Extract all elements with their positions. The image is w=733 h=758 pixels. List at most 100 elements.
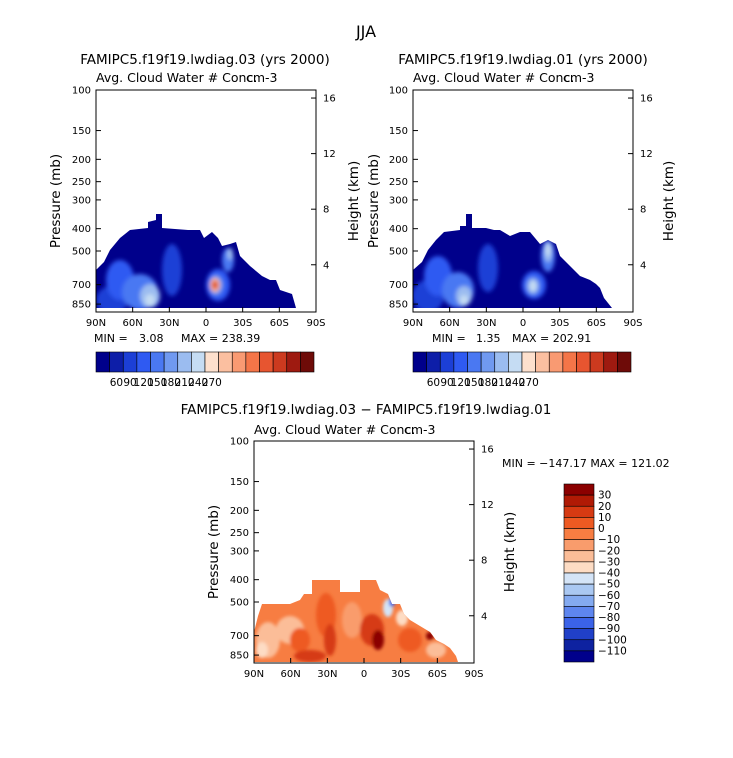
y-tick-label: 700 <box>230 631 249 642</box>
y-tick-label: 850 <box>389 300 408 311</box>
y-tick-label-right: 16 <box>323 94 336 105</box>
max-label: MAX = 238.39 <box>181 332 260 345</box>
colorbar-box <box>204 351 219 373</box>
colorbar-box <box>191 351 206 373</box>
colorbar-label: −100 <box>598 634 627 646</box>
colorbar-box <box>563 539 595 552</box>
y-tick-label: 100 <box>389 86 408 97</box>
colorbar-box <box>218 351 233 373</box>
panel-top-right: FAMIPC5.f19f19.lwdiag.01 (yrs 2000) Avg.… <box>366 52 677 345</box>
colorbar-label: 10 <box>598 512 611 524</box>
colorbar-label: 180 <box>478 377 498 389</box>
colorbar-box <box>617 351 632 373</box>
y-tick-label: 100 <box>230 437 249 448</box>
y-tick-label-right: 4 <box>323 260 329 271</box>
y-tick-label: 250 <box>72 177 91 188</box>
colorbar-box <box>563 617 595 629</box>
colorbar-label: 120 <box>451 377 471 389</box>
x-tick-label: 60N <box>440 318 460 329</box>
colorbar-label: −80 <box>598 612 620 624</box>
y-tick-label: 150 <box>72 126 91 137</box>
units-label: cm-3 <box>246 70 278 85</box>
colorbar-label: −50 <box>598 579 620 591</box>
x-tick-label: 60N <box>123 318 143 329</box>
y-tick-label: 200 <box>72 155 91 166</box>
colorbar-box <box>535 351 550 373</box>
colorbar-label: 270 <box>519 377 539 389</box>
colorbar-label: 20 <box>598 501 611 513</box>
colorbar-label: 60 <box>427 377 440 389</box>
colorbar-label: 150 <box>147 377 167 389</box>
y-tick-label: 400 <box>389 224 408 235</box>
heatmap-field <box>413 214 612 308</box>
panel-title: FAMIPC5.f19f19.lwdiag.03 − FAMIPC5.f19f1… <box>181 402 552 418</box>
colorbar-label: 150 <box>464 377 484 389</box>
colorbar-box <box>548 351 564 373</box>
colorbar-box <box>494 351 509 373</box>
x-tick-label: 90S <box>306 318 325 329</box>
colorbar-label: 60 <box>110 377 123 389</box>
colorbar-box <box>259 351 274 373</box>
y-axis-label-right: Height (km) <box>661 161 677 241</box>
min-label: MIN = <box>94 332 128 345</box>
colorbar-label: 30 <box>598 490 611 502</box>
colorbar-label: −110 <box>598 645 627 657</box>
colorbar-box <box>521 351 536 373</box>
x-tick-label: 60S <box>270 318 289 329</box>
x-tick-label: 30S <box>550 318 569 329</box>
colorbar-label: 210 <box>492 377 512 389</box>
colorbar-label: 180 <box>161 377 181 389</box>
x-tick-label: 30N <box>159 318 179 329</box>
colorbar-box <box>563 517 595 529</box>
colorbar-box <box>563 628 595 641</box>
y-tick-label-right: 8 <box>481 556 487 567</box>
min-value: 1.35 <box>476 332 501 345</box>
x-tick-label: 0 <box>520 318 526 329</box>
colorbar-box <box>563 494 595 507</box>
y-axis-label: Pressure (mb) <box>206 505 222 599</box>
heatmap-field <box>96 214 296 308</box>
x-tick-label: 30S <box>391 669 410 680</box>
colorbar-box <box>563 572 595 585</box>
y-tick-label: 250 <box>230 528 249 539</box>
panel-title: FAMIPC5.f19f19.lwdiag.01 (yrs 2000) <box>398 52 647 68</box>
panel-top-left: FAMIPC5.f19f19.lwdiag.03 (yrs 2000) Avg.… <box>48 52 362 345</box>
colorbar-box <box>563 583 595 596</box>
panel-subtitle: Avg. Cloud Water # Conc. <box>96 70 257 85</box>
y-tick-label-right: 8 <box>640 205 646 216</box>
y-tick-label: 850 <box>72 300 91 311</box>
colorbar-label: 240 <box>505 377 525 389</box>
heatmap-field <box>254 580 458 662</box>
x-tick-label: 90N <box>403 318 423 329</box>
colorbar-label: −60 <box>598 590 620 602</box>
y-tick-label-right: 4 <box>640 260 646 271</box>
y-tick-label: 200 <box>389 155 408 166</box>
colorbar-box <box>122 351 138 373</box>
colorbar-label: −90 <box>598 623 620 635</box>
colorbar-label: 240 <box>188 377 208 389</box>
x-tick-label: 30N <box>476 318 496 329</box>
colorbar-box <box>563 650 595 663</box>
colorbar-box <box>563 561 595 574</box>
y-tick-label-right: 12 <box>481 500 494 511</box>
x-tick-label: 90S <box>464 669 483 680</box>
y-tick-label: 400 <box>230 575 249 586</box>
colorbar-box <box>589 351 605 373</box>
units-label: cm-3 <box>563 70 595 85</box>
colorbar-box <box>467 351 482 373</box>
colorbar-box <box>563 528 595 540</box>
panel-subtitle: Avg. Cloud Water # Conc. <box>413 70 574 85</box>
colorbar-box <box>563 550 595 563</box>
colorbar-box <box>563 594 595 607</box>
y-tick-label-right: 8 <box>323 205 329 216</box>
x-tick-label: 90N <box>86 318 106 329</box>
x-tick-label: 30S <box>233 318 252 329</box>
colorbar-label: −20 <box>598 545 620 557</box>
y-tick-label-right: 16 <box>640 94 653 105</box>
colorbar-box <box>163 351 179 373</box>
colorbar-label: 90 <box>440 377 453 389</box>
colorbar-box <box>563 639 595 652</box>
colorbar-label: 270 <box>202 377 222 389</box>
